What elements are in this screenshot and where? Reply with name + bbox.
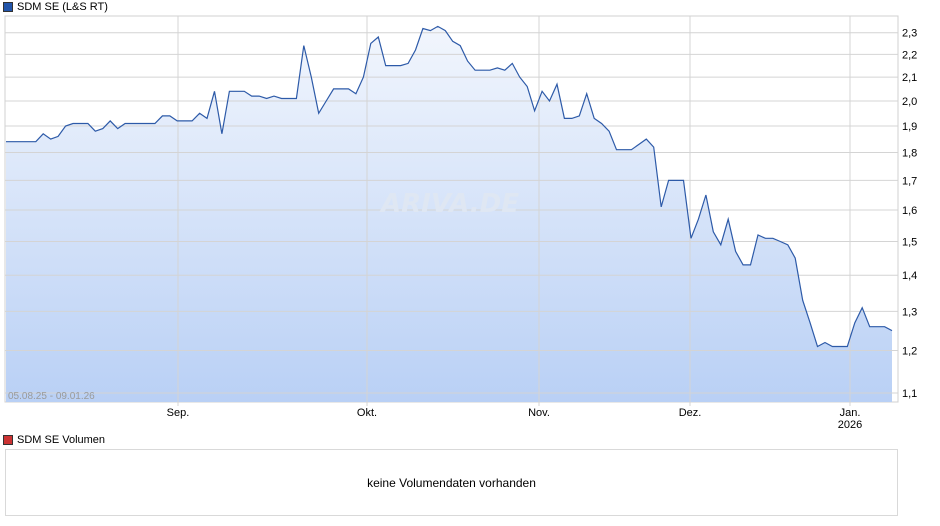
price-legend-label: SDM SE (L&S RT) <box>17 1 108 13</box>
y-tick-label: 1,6 <box>902 205 917 217</box>
y-tick-label: 2,1 <box>902 72 917 84</box>
y-tick-label: 2,3 <box>902 28 917 40</box>
x-tick-label: Sep. <box>167 407 190 419</box>
y-tick-label: 1,9 <box>902 121 917 133</box>
y-tick-label: 1,1 <box>902 388 917 400</box>
y-tick-label: 1,2 <box>902 346 917 358</box>
date-range-label: 05.08.25 - 09.01.26 <box>8 391 95 402</box>
watermark-text: ARIVA.DE <box>379 189 519 219</box>
volume-empty-message: keine Volumendaten vorhanden <box>367 475 536 490</box>
price-legend-swatch <box>3 2 13 12</box>
y-tick-label: 1,7 <box>902 175 917 187</box>
y-tick-label: 1,5 <box>902 237 917 249</box>
x-tick-label: Dez. <box>679 407 702 419</box>
y-tick-label: 1,8 <box>902 147 917 159</box>
volume-panel: keine Volumendaten vorhanden <box>5 449 898 516</box>
volume-legend: SDM SE Volumen <box>3 433 105 447</box>
price-line <box>6 25 893 348</box>
y-tick-label: 2,0 <box>902 96 917 108</box>
price-legend: SDM SE (L&S RT) <box>3 0 108 14</box>
price-chart: 1,1 1,2 1,3 1,4 1,5 1,6 1,7 1,8 1,9 2,0 2,1 2,2 2,3 S… <box>4 15 917 431</box>
volume-legend-swatch <box>3 435 13 445</box>
volume-legend-label: SDM SE Volumen <box>17 434 106 446</box>
y-tick-label: 2,2 <box>902 49 917 61</box>
x-tick-label: Okt. <box>357 407 377 419</box>
x-tick-sublabel: 2026 <box>838 419 862 431</box>
y-tick-label: 1,3 <box>902 306 917 318</box>
price-area <box>6 26 892 403</box>
x-tick-label: Jan. <box>840 407 861 419</box>
x-tick-label: Nov. <box>528 407 550 419</box>
y-tick-label: 1,4 <box>902 270 917 282</box>
